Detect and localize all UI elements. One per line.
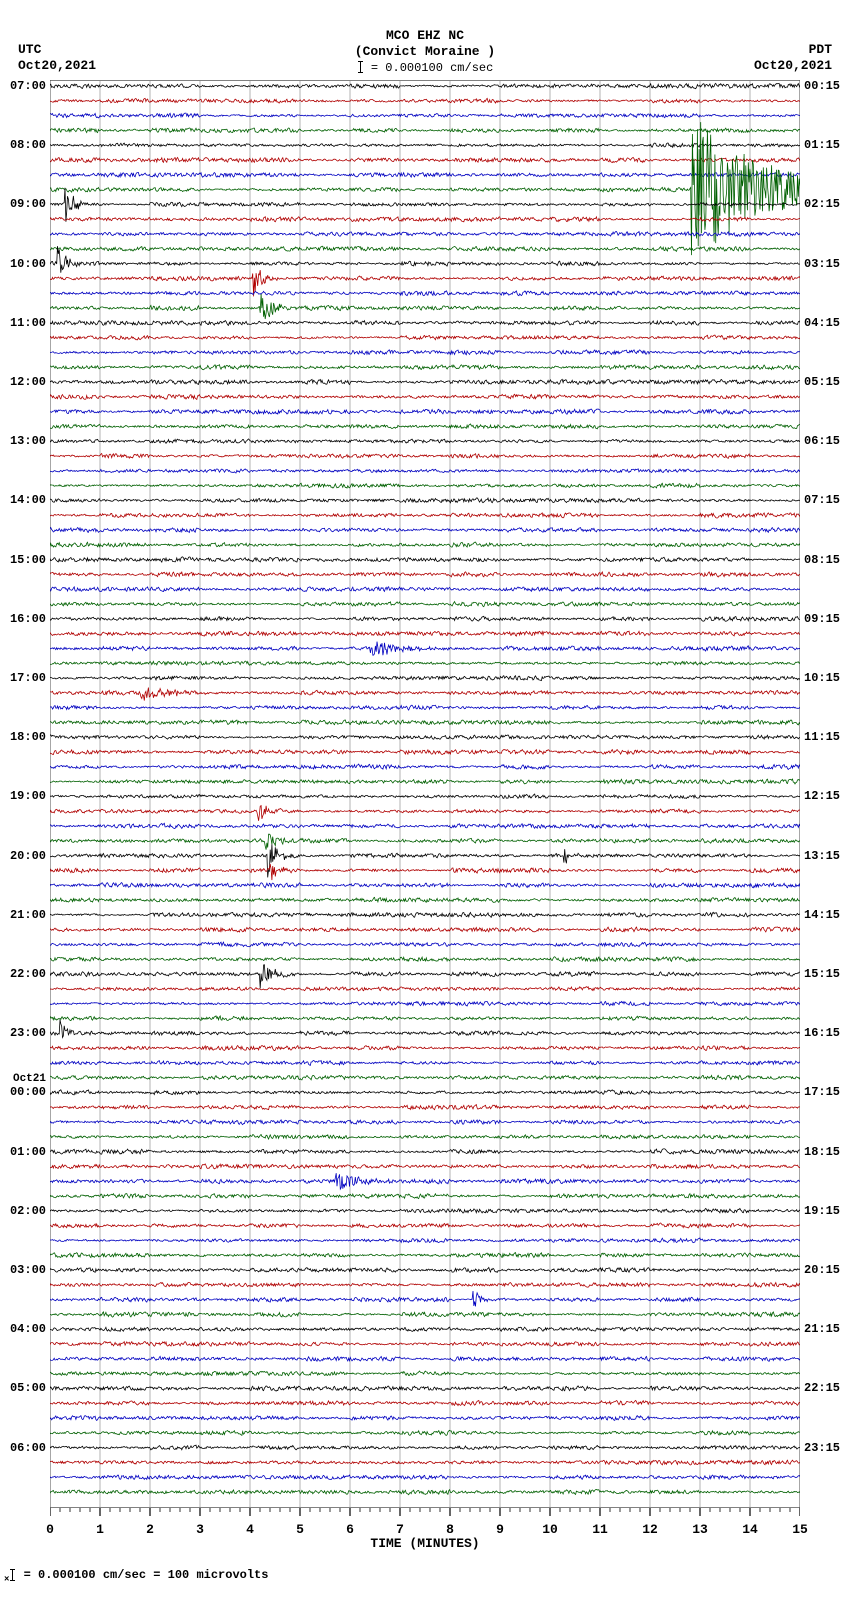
- plot-area: 07:0008:0009:0010:0011:0012:0013:0014:00…: [50, 80, 800, 1508]
- helicorder-svg: [50, 80, 800, 1508]
- utc-hour-label: 19:00: [10, 789, 46, 803]
- pdt-hour-label: 18:15: [804, 1145, 840, 1159]
- utc-hour-label: 23:00: [10, 1026, 46, 1040]
- utc-hour-label: 20:00: [10, 849, 46, 863]
- pdt-hour-label: 10:15: [804, 671, 840, 685]
- pdt-hour-label: 06:15: [804, 434, 840, 448]
- x-tick-label: 7: [396, 1522, 404, 1537]
- x-tick-label: 0: [46, 1522, 54, 1537]
- title-block: MCO EHZ NC (Convict Moraine ) = 0.000100…: [0, 28, 850, 76]
- utc-hour-label: 09:00: [10, 197, 46, 211]
- x-tick-label: 9: [496, 1522, 504, 1537]
- x-tick-label: 14: [742, 1522, 758, 1537]
- location: (Convict Moraine ): [0, 44, 850, 60]
- x-tick-label: 15: [792, 1522, 808, 1537]
- x-tick-label: 8: [446, 1522, 454, 1537]
- utc-hour-label: 07:00: [10, 79, 46, 93]
- x-tick-label: 2: [146, 1522, 154, 1537]
- x-tick-label: 3: [196, 1522, 204, 1537]
- x-tick-label: 6: [346, 1522, 354, 1537]
- utc-hour-label: 15:00: [10, 553, 46, 567]
- utc-hour-label: 12:00: [10, 375, 46, 389]
- station: MCO EHZ NC: [0, 28, 850, 44]
- pdt-hour-label: 21:15: [804, 1322, 840, 1336]
- pdt-hour-label: 07:15: [804, 493, 840, 507]
- x-axis-title: TIME (MINUTES): [370, 1536, 479, 1551]
- pdt-hour-label: 14:15: [804, 908, 840, 922]
- utc-hour-label: 06:00: [10, 1441, 46, 1455]
- utc-hour-label: 00:00: [10, 1085, 46, 1099]
- utc-hour-label: 16:00: [10, 612, 46, 626]
- pdt-hour-label: 15:15: [804, 967, 840, 981]
- utc-hour-label: 17:00: [10, 671, 46, 685]
- scale-line: = 0.000100 cm/sec: [0, 61, 850, 76]
- utc-hour-label: 04:00: [10, 1322, 46, 1336]
- scale-bar-icon: [360, 61, 361, 73]
- pdt-hour-label: 22:15: [804, 1381, 840, 1395]
- header: UTC Oct20,2021 MCO EHZ NC (Convict Morai…: [0, 0, 850, 80]
- scale-label: = 0.000100 cm/sec: [371, 61, 493, 75]
- footer-text: = 0.000100 cm/sec = 100 microvolts: [24, 1568, 269, 1582]
- x-tick-label: 5: [296, 1522, 304, 1537]
- utc-hour-label: 13:00: [10, 434, 46, 448]
- pdt-hour-label: 01:15: [804, 138, 840, 152]
- utc-hour-label: 01:00: [10, 1145, 46, 1159]
- pdt-hour-label: 12:15: [804, 789, 840, 803]
- footer-bar-icon: [12, 1569, 13, 1581]
- tz-right: PDT: [754, 42, 832, 58]
- x-tick-label: 11: [592, 1522, 608, 1537]
- utc-hour-label: 18:00: [10, 730, 46, 744]
- x-tick-label: 13: [692, 1522, 708, 1537]
- utc-hour-label: 11:00: [10, 316, 46, 330]
- utc-hour-label: 10:00: [10, 257, 46, 271]
- pdt-hour-label: 04:15: [804, 316, 840, 330]
- helicorder-container: UTC Oct20,2021 MCO EHZ NC (Convict Morai…: [0, 0, 850, 1584]
- x-tick-label: 4: [246, 1522, 254, 1537]
- utc-hour-label: 05:00: [10, 1381, 46, 1395]
- pdt-hour-label: 16:15: [804, 1026, 840, 1040]
- pdt-hour-label: 09:15: [804, 612, 840, 626]
- pdt-hour-label: 17:15: [804, 1085, 840, 1099]
- pdt-hour-label: 19:15: [804, 1204, 840, 1218]
- pdt-hour-label: 03:15: [804, 257, 840, 271]
- utc-hour-label: 21:00: [10, 908, 46, 922]
- utc-hour-label: 14:00: [10, 493, 46, 507]
- pdt-hour-label: 23:15: [804, 1441, 840, 1455]
- tz-right-block: PDT Oct20,2021: [754, 42, 832, 75]
- pdt-hour-label: 11:15: [804, 730, 840, 744]
- pdt-hour-label: 20:15: [804, 1263, 840, 1277]
- x-tick-label: 10: [542, 1522, 558, 1537]
- pdt-hour-label: 02:15: [804, 197, 840, 211]
- x-tick-label: 1: [96, 1522, 104, 1537]
- utc-hour-label: 02:00: [10, 1204, 46, 1218]
- footer: × = 0.000100 cm/sec = 100 microvolts: [4, 1568, 850, 1584]
- pdt-hour-label: 00:15: [804, 79, 840, 93]
- utc-hour-label: 22:00: [10, 967, 46, 981]
- x-tick-label: 12: [642, 1522, 658, 1537]
- pdt-hour-label: 05:15: [804, 375, 840, 389]
- pdt-hour-label: 08:15: [804, 553, 840, 567]
- utc-hour-label: 03:00: [10, 1263, 46, 1277]
- x-axis: 0123456789101112131415TIME (MINUTES): [50, 1508, 800, 1548]
- utc-hour-label: 08:00: [10, 138, 46, 152]
- date-rollover: Oct21: [13, 1073, 46, 1085]
- date-right: Oct20,2021: [754, 58, 832, 74]
- pdt-hour-label: 13:15: [804, 849, 840, 863]
